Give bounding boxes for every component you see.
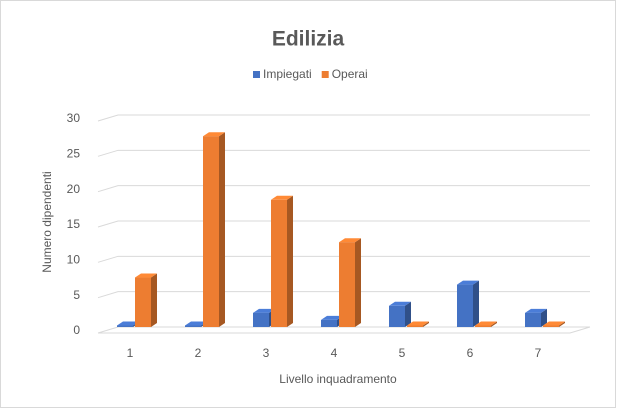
bar (135, 273, 157, 327)
y-tick-label: 25 (67, 147, 81, 161)
x-tick-label: 6 (467, 346, 474, 360)
legend-swatch (253, 71, 260, 78)
grid-line (97, 185, 590, 193)
x-tick-label: 4 (331, 346, 338, 360)
y-tick-label: 15 (67, 217, 81, 231)
bar-top (253, 308, 275, 313)
bar-front (475, 325, 491, 327)
bar-front (543, 325, 559, 327)
bar-front (271, 199, 287, 327)
bar-side (151, 273, 157, 327)
bar-side (559, 321, 565, 327)
x-axis-label: Livello inquadramento (279, 372, 397, 386)
bar (407, 321, 429, 327)
legend-swatch (321, 71, 329, 78)
bar (543, 321, 565, 327)
bar-front (457, 284, 473, 327)
bar-top (475, 321, 497, 326)
bar-front (203, 136, 219, 327)
bar-side (491, 321, 497, 327)
bar-top (185, 321, 207, 326)
bar-side (287, 195, 293, 327)
bar (339, 238, 361, 327)
bar-side (541, 308, 547, 327)
bar-top (135, 273, 157, 278)
bar-top (117, 321, 139, 326)
bar-top (389, 301, 411, 306)
bar-top (321, 315, 343, 320)
bar-front (389, 305, 405, 327)
grid-line (97, 291, 590, 299)
bar-top (203, 132, 225, 137)
bar (271, 195, 293, 327)
bar-front (339, 242, 355, 327)
bar (203, 132, 225, 327)
bar-front (407, 325, 423, 327)
x-tick-label: 3 (263, 346, 270, 360)
y-tick-label: 20 (67, 182, 81, 196)
y-tick-label: 0 (73, 323, 80, 337)
bar-front (135, 277, 151, 327)
bar-front (525, 312, 541, 327)
grid-line (97, 255, 590, 263)
grid-line (97, 114, 590, 122)
chart-title: Edilizia (272, 28, 345, 51)
bar-side (219, 132, 225, 327)
legend-label: Impiegati (263, 67, 312, 81)
x-tick-label: 2 (195, 346, 202, 360)
y-tick-label: 10 (67, 253, 81, 267)
bar-side (473, 280, 479, 327)
bar-top (339, 238, 361, 243)
floor (98, 326, 591, 334)
bar-top (271, 195, 293, 200)
bar-top (407, 321, 429, 326)
x-tick-label: 1 (127, 346, 134, 360)
grid-line (97, 149, 590, 157)
bar-top (525, 308, 547, 313)
bar-side (405, 301, 411, 327)
bar-side (423, 321, 429, 327)
legend-label: Operai (332, 67, 368, 81)
bar-front (185, 325, 201, 327)
bar (389, 301, 411, 327)
bar (457, 280, 479, 327)
bar-top (457, 280, 479, 285)
y-tick-label: 30 (67, 111, 81, 125)
y-axis-label: Numero dipendenti (40, 171, 54, 272)
y-tick-label: 5 (73, 288, 80, 302)
bar-side (355, 238, 361, 327)
grid-line (97, 220, 590, 228)
x-tick-label: 5 (399, 346, 406, 360)
bar-top (543, 321, 565, 326)
bar-front (117, 325, 133, 327)
bar-front (253, 312, 269, 327)
bar-front (321, 319, 337, 327)
x-tick-label: 7 (535, 346, 542, 360)
bar (475, 321, 497, 327)
bar (525, 308, 547, 327)
